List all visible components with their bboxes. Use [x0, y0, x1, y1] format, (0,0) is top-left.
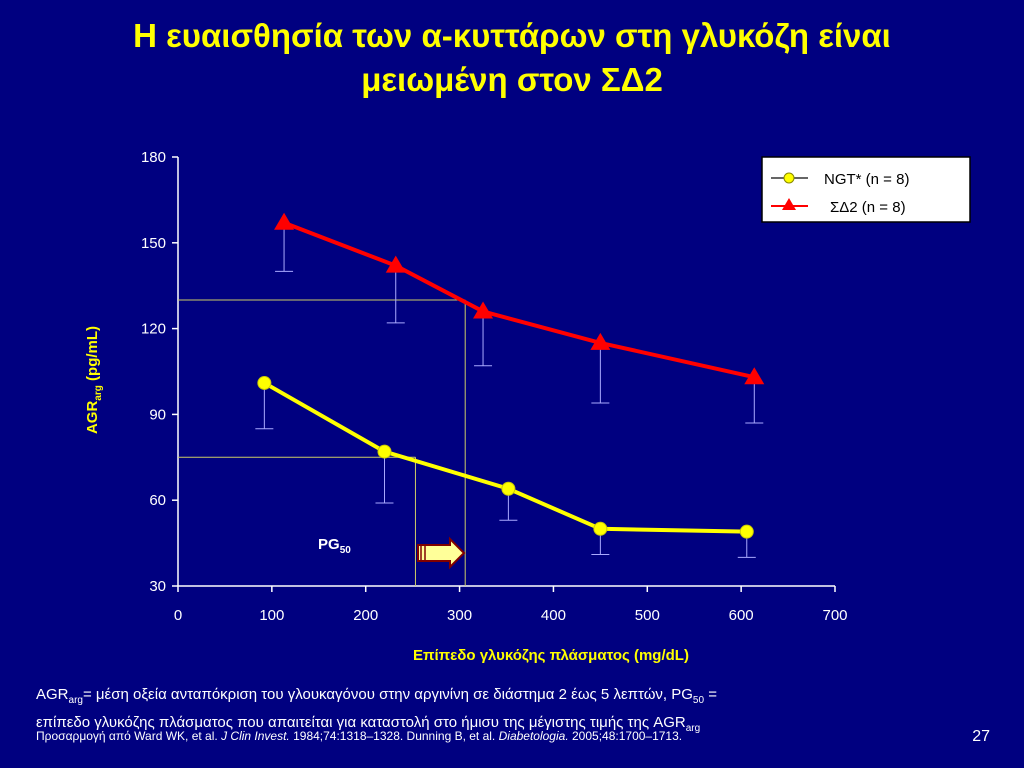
slide-title-line-1: Η ευαισθησία των α-κυττάρων στη γλυκόζη …	[133, 17, 891, 54]
glucagon-response-chart: 30 60 90 120 150 180 0 100 200 300 400 500 600 700 AG…	[84, 149, 971, 664]
ref-mid: 1984;74:1318–1328. Dunning B, et al.	[289, 729, 499, 743]
ngt-data-point	[257, 375, 272, 390]
y-tick-label: 120	[141, 321, 166, 338]
chart-axes: 30 60 90 120 150 180 0 100 200 300 400 500 600 700	[141, 149, 848, 624]
legend-ngt-label: NGT* (n = 8)	[824, 171, 909, 188]
x-tick-label: 600	[729, 607, 754, 624]
x-tick-label: 700	[822, 607, 847, 624]
footer-definitions: AGRarg= μέση οξεία ανταπόκριση του γλουκ…	[36, 684, 966, 740]
x-tick-label: 400	[541, 607, 566, 624]
y-tick-label: 90	[149, 406, 166, 423]
shift-arrow-icon	[417, 536, 466, 570]
pg50-label-sub: 50	[340, 545, 352, 556]
legend-t2d-marker	[782, 198, 796, 210]
ref-prefix: Προσαρμογή από Ward WK, et al.	[36, 729, 222, 743]
y-axis-label-main: AGR	[84, 401, 101, 435]
footer-agr-sub: arg	[68, 695, 83, 706]
series-markers	[257, 212, 765, 539]
legend-ngt-marker	[783, 172, 795, 184]
y-tick-label: 30	[149, 578, 166, 595]
ref-suffix: 2005;48:1700–1713.	[568, 729, 683, 743]
slide-title: Η ευαισθησία των α-κυττάρων στη γλυκόζη …	[20, 14, 1004, 102]
footer-line-2: επίπεδο γλυκόζης πλάσματος που απαιτείτα…	[36, 712, 966, 740]
legend: NGT* (n = 8) ΣΔ2 (n = 8)	[761, 156, 971, 223]
footer-pg50-sub: 50	[692, 695, 705, 706]
y-axis-label: AGRarg (pg/mL)	[84, 326, 104, 434]
reference-citation: Προσαρμογή από Ward WK, et al. J Clin In…	[36, 729, 682, 743]
footer-equals: =	[704, 686, 717, 703]
t2d-data-point	[274, 212, 295, 230]
x-tick-label: 200	[353, 607, 378, 624]
x-tick-label: 0	[174, 607, 182, 624]
pg50-reference-lines	[178, 299, 466, 586]
footer-agr-definition: = μέση οξεία ανταπόκριση του γλουκαγόνου…	[82, 686, 693, 703]
y-tick-label: 60	[149, 492, 166, 509]
y-tick-label: 150	[141, 235, 166, 252]
ngt-data-point	[593, 521, 608, 536]
t2d-data-point	[590, 332, 611, 350]
ngt-data-point	[377, 444, 392, 459]
t2d-data-point	[744, 367, 765, 385]
footer-agr-sub-2: arg	[685, 723, 701, 734]
y-axis-label-tail: (pg/mL)	[84, 326, 101, 385]
slide-title-line-2: μειωμένη στον ΣΔ2	[361, 61, 663, 98]
footer-agr: AGR	[36, 686, 69, 703]
legend-t2d-label: ΣΔ2 (n = 8)	[830, 199, 906, 216]
ref-journal-2: Diabetologia.	[498, 729, 569, 743]
pg50-label-main: PG	[318, 536, 340, 553]
error-bars	[255, 222, 764, 558]
x-axis-label: Επίπεδο γλυκόζης πλάσματος (mg/dL)	[413, 647, 689, 664]
footer-pg50-definition: επίπεδο γλυκόζης πλάσματος που απαιτείτα…	[36, 714, 686, 731]
x-tick-label: 100	[259, 607, 284, 624]
ref-journal-1: J Clin Invest.	[221, 729, 290, 743]
t2d-data-point	[385, 255, 406, 273]
y-tick-label: 180	[141, 149, 166, 166]
page-number: 27	[972, 728, 990, 745]
t2d-data-point	[473, 301, 494, 319]
y-axis-label-sub: arg	[93, 385, 104, 401]
x-tick-label: 300	[447, 607, 472, 624]
footer-line-1: AGRarg= μέση οξεία ανταπόκριση του γλουκ…	[36, 684, 966, 712]
pg50-label: PG50	[318, 536, 351, 556]
ngt-data-point	[501, 481, 516, 496]
x-tick-label: 500	[635, 607, 660, 624]
ngt-data-point	[739, 524, 754, 539]
